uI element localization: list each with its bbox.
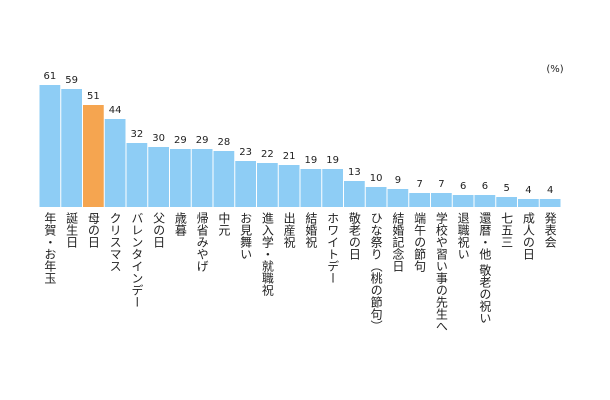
- bar: [148, 147, 169, 207]
- x-tick-label: 出産祝: [282, 212, 296, 248]
- x-tick-label: 中元: [217, 211, 231, 237]
- bar: [126, 143, 148, 207]
- value-label: 61: [44, 71, 57, 82]
- unit-label: (%): [546, 64, 563, 75]
- x-tick-label: 歳暮: [173, 212, 187, 236]
- x-tick-label: バレンタインデー: [130, 212, 144, 308]
- x-tick-label: 母の日: [86, 212, 100, 248]
- bar: [496, 197, 517, 207]
- value-label: 29: [174, 135, 187, 146]
- value-label: 30: [152, 133, 165, 144]
- bar: [191, 149, 213, 207]
- value-label: 29: [196, 135, 209, 146]
- bar: [83, 105, 104, 207]
- bar: [300, 169, 322, 207]
- bar: [452, 195, 474, 207]
- bar: [257, 163, 278, 207]
- x-tick-label: 敬老の日: [347, 212, 361, 260]
- value-label: 6: [460, 181, 466, 192]
- value-label: 13: [348, 167, 361, 178]
- x-tick-label: お見舞い: [239, 212, 253, 260]
- bar: [61, 89, 82, 207]
- bar: [409, 193, 430, 207]
- x-tick-label: 進入学・就職祝: [260, 212, 274, 296]
- x-tick-label: 発表会: [543, 212, 557, 249]
- value-label: 19: [305, 155, 318, 166]
- x-tick-label: ホワイトデー: [326, 212, 340, 284]
- bar: [170, 149, 191, 207]
- value-label: 44: [109, 105, 122, 116]
- bar: [322, 169, 343, 207]
- bar: [104, 119, 126, 207]
- value-label: 6: [482, 181, 488, 192]
- value-label: 28: [218, 137, 231, 148]
- bar: [39, 85, 61, 207]
- bar: [387, 189, 409, 207]
- bar: [278, 165, 300, 207]
- value-label: 7: [416, 179, 422, 190]
- bar: [431, 193, 452, 207]
- bar: [235, 161, 256, 207]
- x-tick-label: 帰省みやげ: [195, 212, 209, 272]
- bar: [518, 199, 539, 207]
- value-label: 51: [87, 91, 100, 102]
- bar: [365, 187, 387, 207]
- value-label: 9: [395, 175, 401, 186]
- x-tick-label: 誕生日: [65, 212, 79, 248]
- value-label: 19: [326, 155, 339, 166]
- value-label: 21: [283, 151, 296, 162]
- value-label: 23: [239, 147, 252, 158]
- value-label: 4: [547, 185, 553, 196]
- x-tick-label: 結婚記念日: [391, 212, 405, 272]
- value-label: 22: [261, 149, 274, 160]
- x-tick-label: 成人の日: [521, 212, 535, 260]
- x-tick-label: クリスマス: [108, 212, 122, 272]
- value-label: 32: [131, 129, 144, 140]
- bar: [344, 181, 365, 207]
- x-tick-label: 退職祝い: [456, 212, 470, 260]
- x-tick-label: 年賀・お年玉: [43, 212, 57, 284]
- value-label: 7: [438, 179, 444, 190]
- x-tick-label: 父の日: [152, 212, 166, 248]
- x-tick-label: 還暦・他 敬老の祝い: [478, 212, 492, 324]
- x-tick-label: 学校や習い事の先生へ: [434, 211, 448, 332]
- x-tick-label: 端午の節句: [413, 212, 427, 272]
- value-label: 5: [503, 183, 509, 194]
- value-label: 4: [525, 185, 531, 196]
- x-tick-label: ひな祭り（桃の節句）: [369, 212, 383, 332]
- bar: [213, 151, 235, 207]
- x-tick-label: 七五三: [500, 212, 514, 248]
- bar: [474, 195, 496, 207]
- x-tick-label: 結婚祝: [304, 212, 318, 248]
- value-label: 59: [65, 75, 78, 86]
- bar: [539, 199, 561, 207]
- value-label: 10: [370, 173, 383, 184]
